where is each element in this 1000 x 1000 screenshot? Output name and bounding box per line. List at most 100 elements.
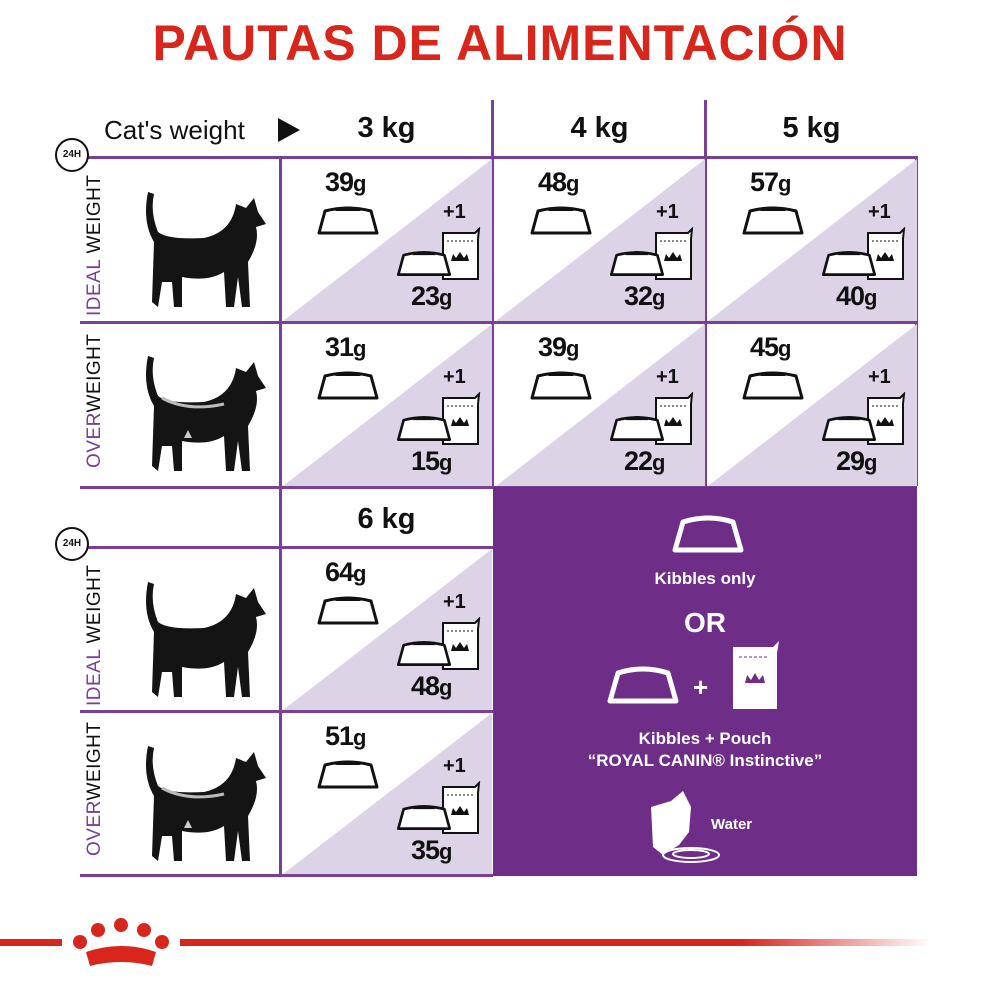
- bowl-icon: [396, 805, 452, 830]
- kibbles-only-amount: 48g: [538, 167, 580, 197]
- row-label-rest: WEIGHT: [84, 174, 105, 260]
- footer-stripe: [180, 939, 930, 946]
- feeding-cell: 57g +1 40g: [708, 159, 917, 321]
- divider: [72, 546, 493, 549]
- pouch-area-triangle: [496, 324, 705, 486]
- pouch-icon: [867, 392, 906, 445]
- feeding-cell: 48g +1 32g: [496, 159, 705, 321]
- royal-canin-crown-logo: [73, 918, 169, 966]
- row-label-highlight: IDEAL: [84, 649, 105, 706]
- ideal-cat-illustration: [128, 182, 268, 312]
- bowl-icon: [317, 371, 379, 400]
- pouch-count: +1: [656, 201, 679, 223]
- row-label-over: OVERWEIGHT: [84, 721, 106, 856]
- or-label: OR: [684, 607, 726, 638]
- row-label-highlight: OVER: [84, 412, 105, 468]
- bowl-icon: [609, 416, 665, 441]
- product-label: “ROYAL CANIN® Instinctive”: [587, 751, 823, 770]
- bowl-icon: [672, 515, 744, 553]
- plus-label: +: [693, 672, 709, 702]
- kibbles-only-amount: 51g: [325, 721, 367, 751]
- kibbles-with-pouch-amount: 48g: [411, 671, 453, 701]
- divider: [279, 156, 282, 486]
- kibbles-with-pouch-amount: 32g: [624, 281, 666, 311]
- row-label-over: OVERWEIGHT: [84, 333, 106, 468]
- kibbles-with-pouch-amount: 22g: [624, 446, 666, 476]
- kibbles-only-amount: 39g: [538, 332, 580, 362]
- feeding-cell: 51g +1 35g: [283, 713, 492, 874]
- kibbles-only-label: Kibbles only: [654, 569, 756, 588]
- bowl-icon: [396, 251, 452, 276]
- 24h-clock-icon: 24H: [55, 527, 89, 561]
- pouch-area-triangle: [496, 159, 705, 321]
- arrow-right-icon: [278, 118, 300, 142]
- pouch-icon: [442, 227, 481, 280]
- kibbles-only-amount: 57g: [750, 167, 792, 197]
- kibbles-with-pouch-amount: 40g: [836, 281, 878, 311]
- weight-header: 4 kg: [570, 112, 629, 144]
- pouch-area-triangle: [708, 324, 917, 486]
- weight-header: 5 kg: [782, 112, 841, 144]
- weight-header: 6 kg: [357, 503, 416, 535]
- row-label-rest: WEIGHT: [84, 333, 105, 413]
- divider: [72, 156, 917, 159]
- row-label-highlight: IDEAL: [84, 259, 105, 316]
- bowl-icon: [396, 641, 452, 666]
- cats-weight-label: Cat's weight: [104, 115, 245, 145]
- legend-panel: Kibbles only OR + Kibbles + Pouch “ROYAL…: [493, 487, 917, 876]
- pouch-count: +1: [443, 591, 466, 613]
- divider: [491, 100, 494, 486]
- kibbles-with-pouch-amount: 29g: [836, 446, 878, 476]
- pouch-area-triangle: [283, 549, 492, 710]
- page-title: PAUTAS DE ALIMENTACIÓN: [152, 15, 848, 71]
- divider: [704, 100, 707, 486]
- weight-header: 3 kg: [357, 112, 416, 144]
- pouch-area-triangle: [283, 159, 492, 321]
- pouch-area-triangle: [283, 713, 492, 874]
- pouch-count: +1: [443, 366, 466, 388]
- kibbles-only-amount: 39g: [325, 167, 367, 197]
- 24h-clock-icon: 24H: [55, 138, 89, 172]
- pouch-count: +1: [868, 201, 891, 223]
- pouch-icon: [655, 392, 694, 445]
- row-label-rest: WEIGHT: [84, 564, 105, 650]
- bowl-icon: [742, 371, 804, 400]
- bowl-icon: [609, 251, 665, 276]
- divider: [915, 156, 918, 486]
- feeding-cell: 39g +1 23g: [283, 159, 492, 321]
- divider: [80, 874, 493, 877]
- pouch-icon: [867, 227, 906, 280]
- divider: [80, 321, 917, 324]
- overweight-cat-illustration: [128, 346, 268, 476]
- row-label-rest: WEIGHT: [84, 721, 105, 801]
- pouch-icon: [442, 617, 481, 670]
- divider: [80, 710, 493, 713]
- pouch-area-triangle: [708, 159, 917, 321]
- pouch-icon: [655, 227, 694, 280]
- pouch-area-triangle: [283, 324, 492, 486]
- kibbles-only-amount: 31g: [325, 332, 367, 362]
- pouch-count: +1: [443, 755, 466, 777]
- pouch-count: +1: [868, 366, 891, 388]
- divider: [279, 487, 282, 876]
- ideal-cat-illustration: [128, 572, 268, 702]
- row-label-highlight: OVER: [84, 800, 105, 856]
- footer-stripe: [0, 939, 62, 946]
- bowl-icon: [530, 371, 592, 400]
- bowl-icon: [317, 760, 379, 789]
- feeding-cell: 31g +1 15g: [283, 324, 492, 486]
- bowl-icon: [742, 206, 804, 235]
- cat-drinking-water-icon: [651, 791, 720, 863]
- pouch-icon: [733, 641, 779, 709]
- kibbles-with-pouch-amount: 23g: [411, 281, 453, 311]
- pouch-icon: [442, 392, 481, 445]
- bowl-icon: [317, 206, 379, 235]
- feeding-cell: 45g +1 29g: [708, 324, 917, 486]
- bowl-icon: [396, 416, 452, 441]
- pouch-count: +1: [443, 201, 466, 223]
- kibbles-with-pouch-amount: 35g: [411, 835, 453, 865]
- bowl-icon: [317, 596, 379, 625]
- row-label-ideal: IDEAL WEIGHT: [84, 565, 106, 707]
- bowl-icon: [607, 666, 679, 704]
- kibbles-only-amount: 45g: [750, 332, 792, 362]
